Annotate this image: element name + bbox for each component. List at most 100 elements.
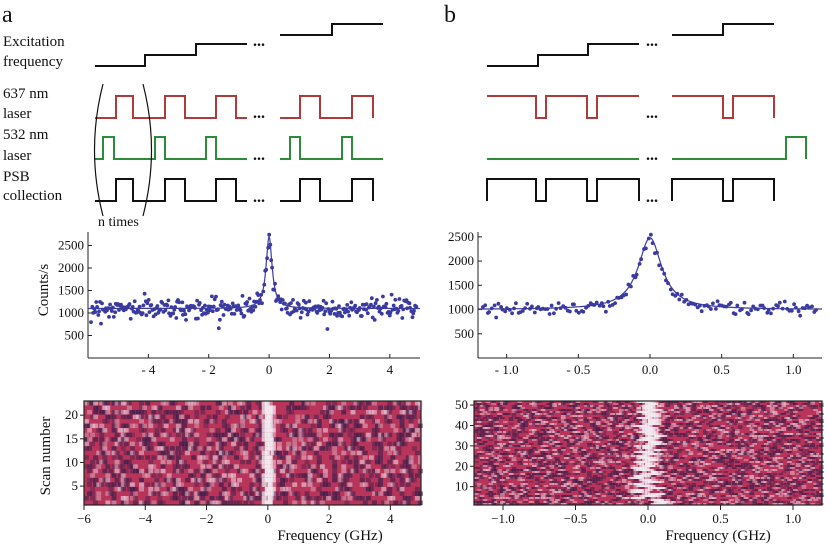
heatmap-cell bbox=[185, 432, 190, 438]
heatmap-cell bbox=[648, 451, 653, 453]
heatmap-cell bbox=[408, 459, 414, 465]
heatmap-cell bbox=[807, 465, 813, 467]
data-point bbox=[330, 299, 335, 304]
heatmap-cell bbox=[96, 482, 102, 487]
heatmap-cell bbox=[387, 432, 393, 438]
heatmap-cell bbox=[169, 419, 175, 424]
heatmap-cell bbox=[697, 489, 702, 491]
heatmap-cell bbox=[679, 427, 685, 429]
heatmap-cell bbox=[735, 473, 740, 475]
heatmap-cell bbox=[540, 455, 546, 457]
heatmap-cell bbox=[613, 405, 618, 407]
heatmap-cell bbox=[280, 428, 285, 433]
heatmap-cell bbox=[810, 403, 815, 405]
heatmap-cell bbox=[505, 413, 511, 415]
y-tick-label: 2500 bbox=[58, 238, 84, 253]
heatmap-cell bbox=[711, 461, 717, 463]
heatmap-cell bbox=[344, 500, 350, 505]
heatmap-cell bbox=[500, 491, 505, 493]
data-point bbox=[149, 303, 154, 307]
heatmap-cell bbox=[650, 435, 656, 437]
heatmap-cell bbox=[633, 441, 639, 443]
heatmap-cell bbox=[610, 417, 615, 419]
heatmap-cell bbox=[563, 483, 569, 485]
heatmap-cell bbox=[133, 468, 138, 474]
heatmap-cell bbox=[769, 465, 775, 467]
heatmap-cell bbox=[616, 401, 621, 403]
heatmap-cell bbox=[145, 441, 151, 447]
heatmap-cell bbox=[485, 413, 491, 415]
heatmap-cell bbox=[801, 405, 807, 407]
heatmap-cell bbox=[277, 441, 282, 447]
heatmap-cell bbox=[758, 473, 763, 475]
heatmap-cell bbox=[662, 495, 668, 497]
heatmap-cell bbox=[344, 486, 350, 492]
heatmap-cell bbox=[228, 437, 233, 442]
heatmap-cell bbox=[182, 423, 187, 429]
heatmap-cell bbox=[529, 443, 534, 445]
heatmap-cell bbox=[267, 437, 273, 442]
heatmap-cell bbox=[798, 491, 804, 493]
heatmap-cell bbox=[151, 405, 157, 410]
data-point bbox=[369, 296, 374, 301]
heatmap-cell bbox=[362, 500, 368, 505]
heatmap-cell bbox=[500, 437, 505, 439]
heatmap-cell bbox=[592, 445, 598, 447]
spectrum-a-ylabel: Counts/s bbox=[36, 264, 52, 317]
heatmap-cell bbox=[479, 433, 485, 435]
heatmap-cell bbox=[476, 443, 482, 445]
heatmap-cell bbox=[607, 451, 612, 453]
heatmap-cell bbox=[185, 491, 190, 496]
heatmap-cell bbox=[142, 423, 148, 429]
heatmap-cell bbox=[737, 443, 743, 445]
heatmap-cell bbox=[769, 451, 775, 453]
heatmap-cell bbox=[798, 477, 804, 479]
heatmap-cell bbox=[182, 441, 187, 447]
heatmap-cell bbox=[569, 429, 575, 431]
heatmap-cell bbox=[90, 486, 95, 492]
heatmap-cell bbox=[575, 403, 581, 405]
heatmap-cell bbox=[732, 401, 737, 403]
heatmap-cell bbox=[169, 477, 175, 483]
heatmap-cell bbox=[784, 493, 789, 495]
heatmap-cell bbox=[270, 477, 276, 483]
heatmap-cell bbox=[575, 447, 581, 449]
heatmap-cell bbox=[764, 473, 769, 475]
heatmap-cell bbox=[639, 405, 644, 407]
heatmap-cell bbox=[310, 441, 316, 447]
heatmap-cell bbox=[90, 464, 95, 469]
heatmap-cell bbox=[408, 473, 414, 478]
heatmap-cell bbox=[381, 500, 387, 505]
heatmap-cell bbox=[587, 501, 592, 503]
heatmap-cell bbox=[619, 445, 624, 447]
heatmap-cell bbox=[258, 428, 264, 433]
heatmap-cell bbox=[793, 491, 798, 493]
heatmap-cell bbox=[787, 433, 792, 435]
heatmap-cell bbox=[616, 413, 621, 415]
heatmap-cell bbox=[619, 413, 624, 415]
heatmap-cell bbox=[621, 475, 627, 477]
heatmap-cell bbox=[784, 411, 789, 413]
heatmap-cell bbox=[723, 467, 728, 469]
heatmap-cell bbox=[761, 483, 766, 485]
heatmap-cell bbox=[172, 414, 178, 420]
heatmap-cell bbox=[503, 401, 508, 403]
heatmap-cell bbox=[523, 431, 528, 433]
heatmap-cell bbox=[775, 429, 781, 431]
heatmap-cell bbox=[630, 437, 636, 439]
heatmap-cell bbox=[307, 428, 313, 433]
heatmap-cell bbox=[552, 439, 557, 441]
heatmap-cell bbox=[630, 489, 636, 491]
heatmap-cell bbox=[485, 437, 491, 439]
heatmap-cell bbox=[375, 468, 380, 474]
heatmap-cell bbox=[517, 429, 523, 431]
heatmap-cell bbox=[726, 403, 731, 405]
heatmap-cell bbox=[243, 500, 249, 505]
heatmap-cell bbox=[677, 433, 682, 435]
heatmap-cell bbox=[338, 428, 344, 433]
heatmap-cell bbox=[624, 423, 630, 425]
heatmap-cell bbox=[729, 439, 734, 441]
heatmap-cell bbox=[627, 469, 633, 471]
heatmap-cell bbox=[787, 427, 792, 429]
